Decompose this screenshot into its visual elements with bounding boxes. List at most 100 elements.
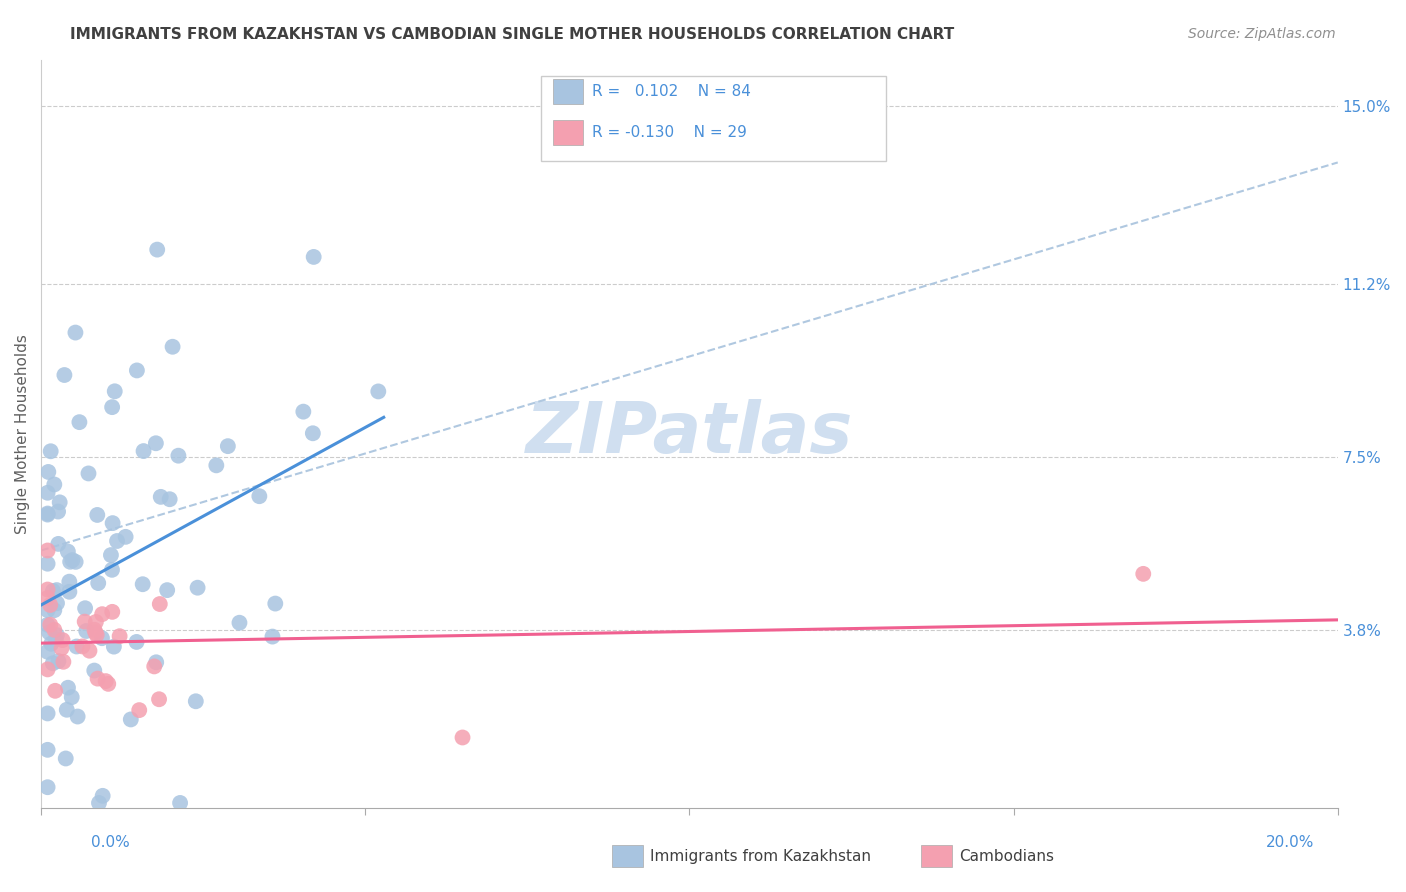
Point xyxy=(1132,566,1154,581)
Point xyxy=(39,617,62,632)
Point xyxy=(37,507,59,521)
Point xyxy=(86,508,108,522)
Point xyxy=(55,751,77,765)
Point xyxy=(44,623,66,637)
Point xyxy=(58,584,80,599)
Point xyxy=(45,583,67,598)
Point xyxy=(247,489,270,503)
Point xyxy=(125,635,148,649)
Point xyxy=(73,615,96,629)
Point xyxy=(367,384,389,399)
Point xyxy=(94,674,117,689)
Point xyxy=(167,449,190,463)
Point xyxy=(37,508,59,522)
Point xyxy=(46,596,69,610)
Point xyxy=(37,662,59,676)
Point xyxy=(37,485,59,500)
Point xyxy=(101,516,124,530)
Text: IMMIGRANTS FROM KAZAKHSTAN VS CAMBODIAN SINGLE MOTHER HOUSEHOLDS CORRELATION CHA: IMMIGRANTS FROM KAZAKHSTAN VS CAMBODIAN … xyxy=(70,27,955,42)
Point xyxy=(37,645,59,659)
Point xyxy=(143,659,166,673)
Text: Source: ZipAtlas.com: Source: ZipAtlas.com xyxy=(1188,27,1336,41)
Point xyxy=(37,543,59,558)
Point xyxy=(86,628,108,642)
Point xyxy=(159,492,181,507)
Point xyxy=(48,495,70,509)
Point xyxy=(42,584,65,599)
Point xyxy=(91,789,114,803)
Point xyxy=(39,444,62,458)
Point xyxy=(103,640,125,654)
Point xyxy=(52,655,75,669)
Point xyxy=(148,692,170,706)
Point xyxy=(65,326,87,340)
Point xyxy=(131,577,153,591)
Point xyxy=(37,582,59,597)
Point xyxy=(302,426,325,441)
Point xyxy=(65,555,87,569)
Point xyxy=(48,654,70,668)
Point xyxy=(37,465,59,479)
Point xyxy=(146,243,169,257)
Text: 20.0%: 20.0% xyxy=(1267,836,1315,850)
Point xyxy=(51,641,73,656)
Point xyxy=(37,706,59,721)
Point xyxy=(65,640,87,654)
Point xyxy=(128,703,150,717)
Point xyxy=(87,796,110,810)
Point xyxy=(108,629,131,643)
Point xyxy=(59,555,82,569)
Point xyxy=(451,731,474,745)
Point xyxy=(66,709,89,723)
Point xyxy=(264,597,287,611)
Point xyxy=(60,553,83,567)
Point xyxy=(101,563,124,577)
Point xyxy=(162,340,184,354)
Point xyxy=(45,632,67,647)
Y-axis label: Single Mother Households: Single Mother Households xyxy=(15,334,30,533)
Point xyxy=(53,368,76,382)
Point xyxy=(145,436,167,450)
Point xyxy=(97,677,120,691)
Point xyxy=(145,655,167,669)
Text: R = -0.130    N = 29: R = -0.130 N = 29 xyxy=(592,125,747,139)
Point xyxy=(37,743,59,757)
Point xyxy=(60,690,83,705)
Point xyxy=(292,404,315,418)
Point xyxy=(120,713,142,727)
Point xyxy=(91,631,114,645)
Point xyxy=(87,576,110,591)
Point xyxy=(37,557,59,571)
Point xyxy=(91,607,114,622)
Point xyxy=(205,458,228,473)
Point xyxy=(37,591,59,605)
Point xyxy=(42,657,65,671)
Point xyxy=(84,625,107,640)
Point xyxy=(39,637,62,651)
Point xyxy=(37,780,59,795)
Point xyxy=(55,703,77,717)
Point xyxy=(156,583,179,598)
Point xyxy=(52,633,75,648)
Point xyxy=(149,490,172,504)
Point xyxy=(187,581,209,595)
Point xyxy=(37,617,59,632)
Point xyxy=(228,615,250,630)
Point xyxy=(75,624,97,638)
Point xyxy=(56,544,79,558)
Point xyxy=(125,363,148,377)
Point xyxy=(79,644,101,658)
Text: Cambodians: Cambodians xyxy=(959,849,1054,863)
Point xyxy=(77,467,100,481)
Point xyxy=(132,444,155,458)
Point xyxy=(84,615,107,629)
Point xyxy=(39,598,62,612)
Point xyxy=(72,640,94,654)
Point xyxy=(44,603,66,617)
Point xyxy=(38,625,60,640)
Point xyxy=(56,681,79,695)
Point xyxy=(104,384,127,399)
Point xyxy=(86,672,108,686)
Point xyxy=(46,504,69,518)
Point xyxy=(67,415,90,429)
